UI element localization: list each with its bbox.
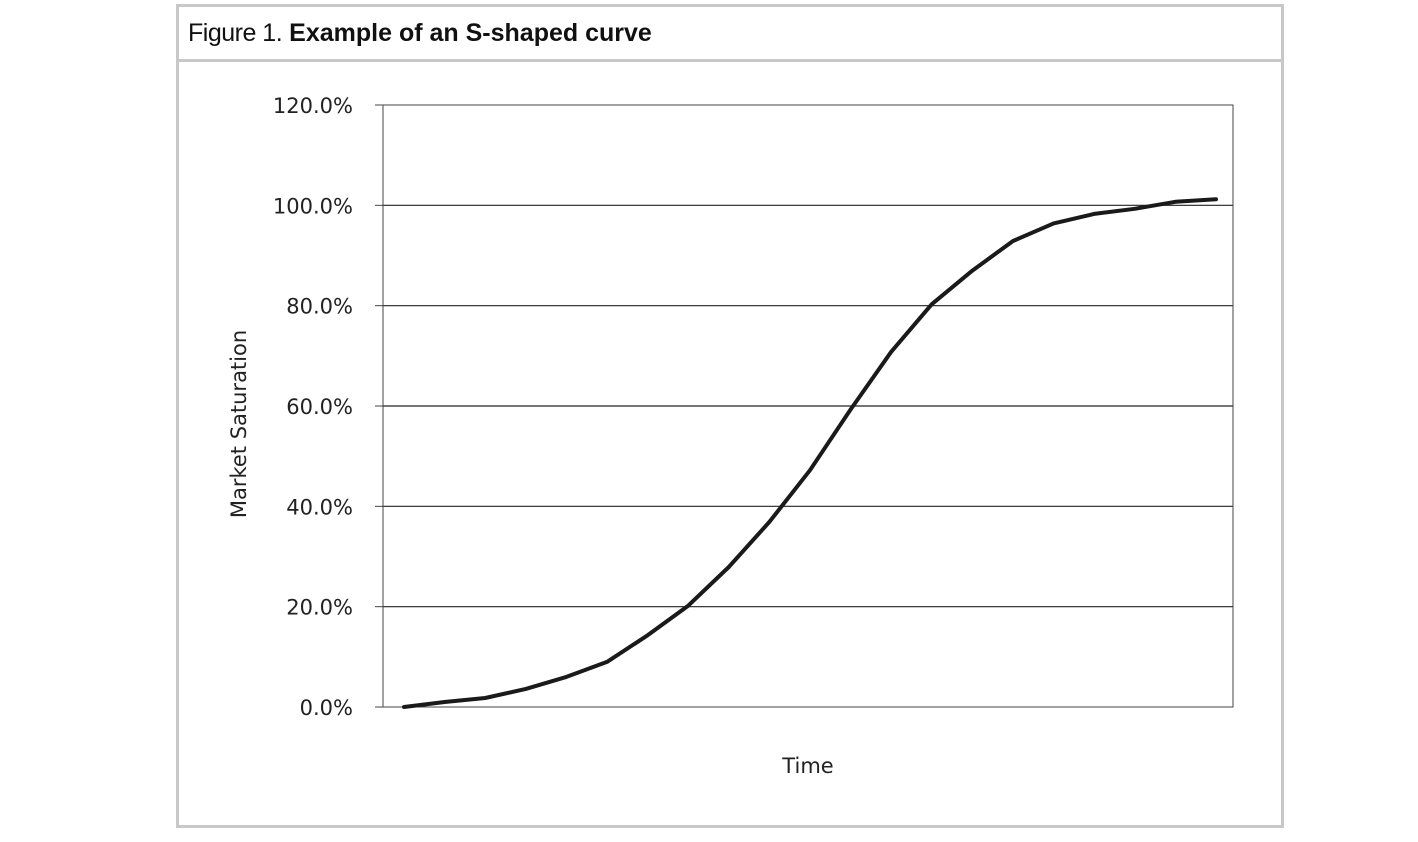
x-axis-label: Time [781,754,833,778]
series-line [402,197,1218,709]
y-tick-label: 80.0% [286,295,353,319]
figure-caption: Figure 1. Example of an S-shaped curve [179,7,1281,62]
y-tick-label: 40.0% [286,495,353,519]
gridlines [383,204,1233,608]
y-tick-label: 120.0% [273,94,353,118]
y-tick-label: 100.0% [273,194,353,218]
y-tick-label: 60.0% [286,395,353,419]
figure-number: Figure 1. [188,18,283,47]
figure-frame: Figure 1. Example of an S-shaped curve [176,4,1284,828]
y-axis-label: Market Saturation [227,330,251,518]
y-axis-ticks: 0.0% 20.0% 40.0% 60.0% 80.0% 100.0% 120.0% [273,94,383,720]
y-tick-label: 20.0% [286,596,353,620]
figure-title: Example of an S-shaped curve [289,18,652,47]
y-tick-label: 0.0% [300,696,353,720]
